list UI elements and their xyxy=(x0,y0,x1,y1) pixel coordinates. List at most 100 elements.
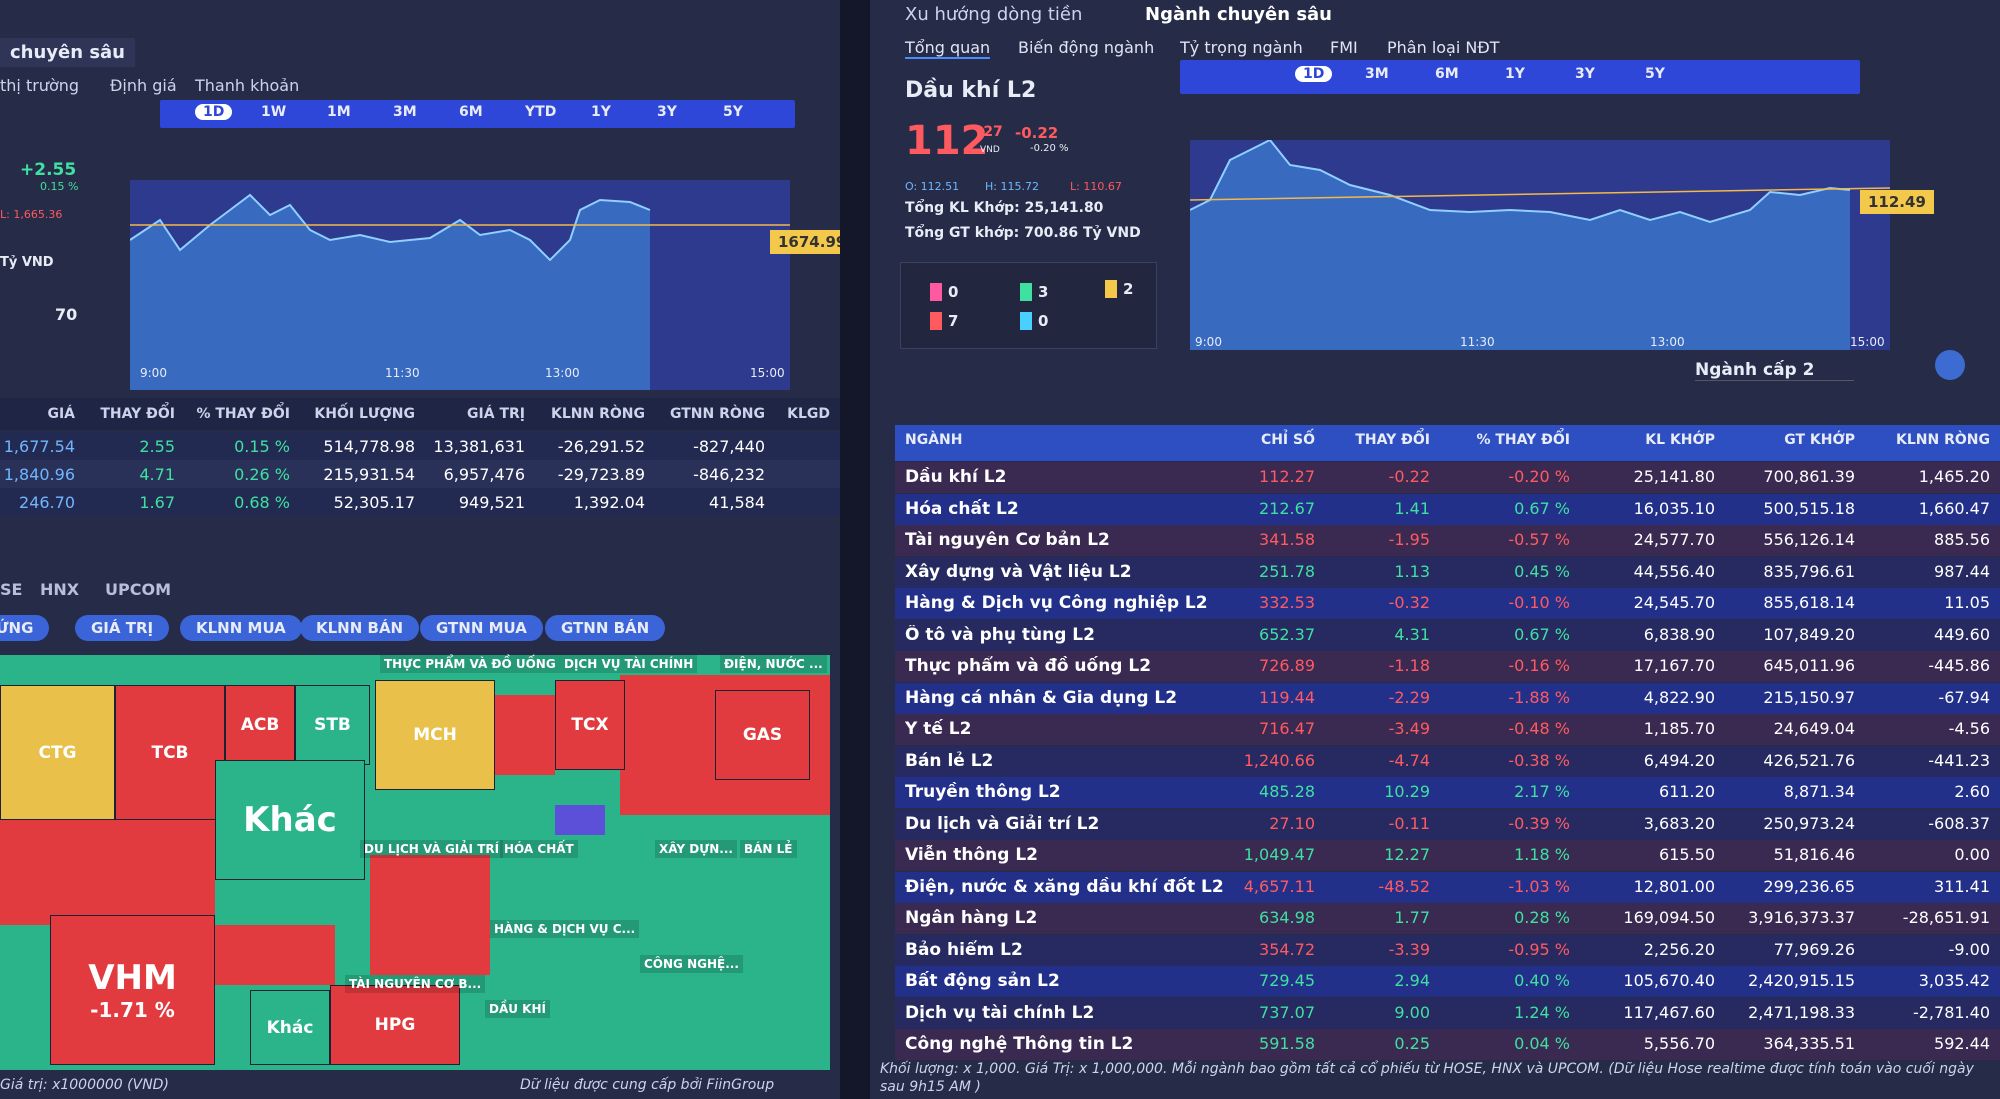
td: -827,440 xyxy=(693,437,765,456)
td: 24,577.70 xyxy=(1633,530,1715,549)
row-bg xyxy=(895,745,2000,777)
td: 449.60 xyxy=(1934,624,1990,644)
dropdown[interactable]: Ngành cấp 2 xyxy=(1695,360,1855,381)
price-main: 112 xyxy=(905,118,989,164)
filter[interactable]: KLNN MUA xyxy=(180,615,302,641)
td: 426,521.76 xyxy=(1763,750,1855,770)
period[interactable]: 1D xyxy=(1295,66,1333,82)
footer-unit: Giá trị: x1000000 (VND) xyxy=(0,1077,169,1093)
td: 311.41 xyxy=(1934,876,1990,896)
td: 729.45 xyxy=(1259,971,1315,990)
td: 332.53 xyxy=(1259,593,1315,612)
subtab[interactable]: Biến động ngành xyxy=(1018,38,1155,57)
td: 885.56 xyxy=(1934,530,1990,549)
td: 1.41 xyxy=(1394,498,1430,518)
period[interactable]: YTD xyxy=(525,104,557,120)
ref-line xyxy=(1190,187,1890,201)
td: 4,657.11 xyxy=(1243,876,1315,896)
td: 246.70 xyxy=(19,493,75,512)
tile: Khác xyxy=(250,990,330,1065)
settings-icon[interactable] xyxy=(1935,350,1965,380)
td: -67.94 xyxy=(1938,687,1990,707)
sector-label: THỰC PHẨM VÀ ĐỒ UỐNG xyxy=(380,655,560,673)
top-tab[interactable]: Xu hướng dòng tiền xyxy=(905,4,1083,25)
td: Dầu khí L2 xyxy=(905,467,1007,487)
subtab[interactable]: Định giá xyxy=(110,76,177,95)
filter[interactable]: GTNN BÁN xyxy=(545,615,666,641)
subtab[interactable]: thị trường xyxy=(0,76,80,95)
period[interactable]: 1D xyxy=(195,104,233,120)
th: THAY ĐỔI xyxy=(1355,432,1430,448)
count: 0 xyxy=(1020,312,1048,330)
period[interactable]: 3M xyxy=(1365,66,1389,82)
time: 9:00 xyxy=(1195,335,1222,349)
tile-label: CTG xyxy=(38,742,77,763)
td: 0.15 % xyxy=(234,437,290,456)
period[interactable]: 5Y xyxy=(1645,66,1665,82)
subtab[interactable]: Tổng quan xyxy=(905,38,991,59)
sector-label: XÂY DỰN... xyxy=(655,840,737,858)
period[interactable]: 3M xyxy=(393,104,417,120)
tile-label: VHM xyxy=(88,958,177,998)
filter[interactable]: KLNN BÁN xyxy=(300,615,420,641)
period[interactable]: 3Y xyxy=(1575,66,1595,82)
time: 15:00 xyxy=(1850,335,1885,349)
exchange[interactable]: UPCOM xyxy=(105,580,171,599)
td: Dịch vụ tài chính L2 xyxy=(905,1002,1095,1023)
top-tab[interactable]: Ngành chuyên sâu xyxy=(1145,4,1332,25)
th: THAY ĐỔI xyxy=(100,406,175,422)
row-bg xyxy=(895,1029,2000,1060)
td: 737.07 xyxy=(1259,1002,1315,1022)
subtab[interactable]: Tỷ trọng ngành xyxy=(1180,38,1303,57)
td: Du lịch và Giải trí L2 xyxy=(905,813,1100,834)
td: 107,849.20 xyxy=(1763,624,1855,644)
td: 1,677.54 xyxy=(3,437,75,456)
td: 2,420,915.15 xyxy=(1748,971,1855,990)
row-bg xyxy=(895,997,2000,1029)
tile-label: TCB xyxy=(151,742,189,763)
filter[interactable]: GTNN MUA xyxy=(420,615,543,641)
td: 215,150.97 xyxy=(1763,687,1855,707)
td: 0.68 % xyxy=(234,493,290,512)
period[interactable]: 1W xyxy=(261,104,287,120)
ohl: L: 110.67 xyxy=(1070,180,1122,193)
td: 6,494.20 xyxy=(1643,750,1715,770)
exchange[interactable]: HNX xyxy=(40,580,80,599)
tab[interactable]: chuyên sâu xyxy=(0,38,135,67)
td: 4.31 xyxy=(1394,624,1430,644)
period[interactable]: 3Y xyxy=(657,104,677,120)
td: 9.00 xyxy=(1394,1002,1430,1022)
th: GTNN RÒNG xyxy=(670,406,765,422)
td: 27.10 xyxy=(1269,813,1315,833)
td: 44,556.40 xyxy=(1633,561,1715,581)
row-bg xyxy=(895,777,2000,808)
row-bg xyxy=(895,934,2000,966)
exchange[interactable]: SE xyxy=(0,580,23,599)
price-change: -0.22 xyxy=(1015,124,1059,142)
subtab[interactable]: Phân loại NĐT xyxy=(1387,38,1500,57)
td: 1.24 % xyxy=(1514,1002,1570,1022)
td: 1,240.66 xyxy=(1243,750,1315,770)
td: 726.89 xyxy=(1259,656,1315,675)
tile-label: HPG xyxy=(374,1015,416,1035)
period[interactable]: 6M xyxy=(1435,66,1459,82)
period[interactable]: 1Y xyxy=(1505,66,1525,82)
td: -2,781.40 xyxy=(1912,1002,1990,1022)
table-header-bg xyxy=(0,398,840,430)
td: 0.67 % xyxy=(1514,624,1570,644)
filter[interactable]: ỨNG xyxy=(0,615,50,641)
period[interactable]: 1Y xyxy=(591,104,611,120)
subtab[interactable]: Thanh khoản xyxy=(195,76,300,95)
td: 716.47 xyxy=(1259,719,1315,738)
period[interactable]: 5Y xyxy=(723,104,743,120)
td: 11.05 xyxy=(1944,593,1990,612)
tile-label: MCH xyxy=(413,725,457,745)
filter[interactable]: GIÁ TRỊ xyxy=(75,615,170,641)
period[interactable]: 1M xyxy=(327,104,351,120)
td: -0.11 xyxy=(1388,813,1430,833)
percent: 0.15 % xyxy=(40,180,79,193)
td: -9.00 xyxy=(1948,939,1990,959)
period[interactable]: 6M xyxy=(459,104,483,120)
subtab[interactable]: FMI xyxy=(1330,38,1358,57)
